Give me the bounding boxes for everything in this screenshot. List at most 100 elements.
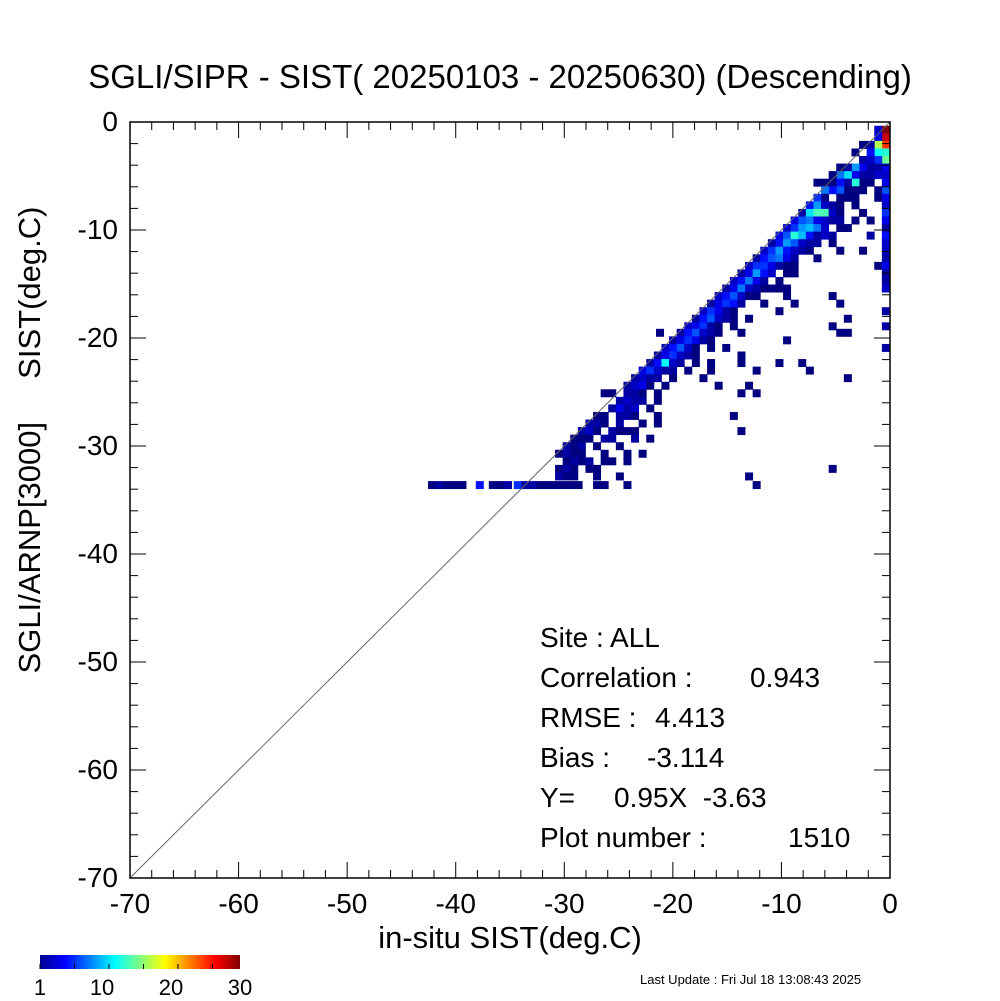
heatmap-cell (707, 299, 716, 308)
heatmap-cell (874, 186, 883, 195)
heatmap-cell (843, 314, 852, 323)
heatmap-cell (881, 125, 890, 134)
heatmap-cell (851, 186, 860, 195)
heatmap-cell (623, 396, 632, 405)
heatmap-cell (783, 231, 792, 240)
heatmap-cell (752, 389, 761, 398)
heatmap-cell (669, 336, 678, 345)
heatmap-cell (881, 163, 890, 172)
heatmap-cell (593, 419, 602, 428)
colorbar-tick-label: 20 (158, 975, 184, 1000)
heatmap-cell (881, 276, 890, 285)
heatmap-cell (790, 224, 799, 233)
heatmap-cell (577, 457, 586, 466)
colorbar (40, 955, 240, 969)
heatmap-cell (615, 411, 624, 420)
heatmap-cell (623, 381, 632, 390)
heatmap-cell (623, 411, 632, 420)
heatmap-cell (866, 163, 875, 172)
heatmap-cell (684, 351, 693, 360)
heatmap-cell (881, 140, 890, 149)
heatmap-cell (577, 442, 586, 451)
heatmap-cell (805, 208, 814, 217)
heatmap-cell (821, 216, 830, 225)
heatmap-cell (790, 261, 799, 270)
heatmap-cell (851, 178, 860, 187)
heatmap-cell (562, 449, 571, 458)
heatmap-cell (623, 389, 632, 398)
heatmap-cell (783, 269, 792, 278)
heatmap-cell (828, 464, 837, 473)
heatmap-cell (729, 307, 738, 316)
heatmap-cell (874, 133, 883, 142)
heatmap-cell (798, 208, 807, 217)
heatmap-cell (851, 216, 860, 225)
heatmap-cell (656, 328, 665, 337)
heatmap-cell (813, 224, 822, 233)
heatmap-cell (798, 246, 807, 255)
heatmap-cell (851, 171, 860, 180)
heatmap-cell (615, 442, 624, 451)
heatmap-cell (699, 307, 708, 316)
heatmap-cell (828, 322, 837, 331)
heatmap-cell (593, 481, 602, 490)
heatmap-cell (866, 171, 875, 180)
heatmap-cell (828, 239, 837, 248)
heatmap-cell (559, 481, 568, 490)
heatmap-cell (805, 366, 814, 375)
heatmap-cells (428, 125, 890, 490)
heatmap-cell (737, 328, 746, 337)
heatmap-cell (874, 156, 883, 164)
heatmap-cell (638, 389, 647, 398)
y-axis-label-variable: SIST(deg.C) (12, 206, 47, 379)
heatmap-cell (707, 366, 716, 375)
heatmap-cell (722, 307, 731, 316)
heatmap-cell (752, 261, 761, 270)
heatmap-cell (798, 216, 807, 225)
heatmap-cell (859, 140, 868, 149)
heatmap-cell (729, 292, 738, 301)
heatmap-cell (729, 322, 738, 331)
heatmap-cell (638, 374, 647, 383)
heatmap-cell (813, 254, 822, 263)
heatmap-cell (714, 328, 723, 337)
colorbar-tick-label: 10 (89, 975, 115, 1000)
stat-site: Site : ALL (540, 622, 660, 653)
heatmap-cell (669, 366, 678, 375)
heatmap-cell (760, 254, 769, 263)
heatmap-cell (699, 328, 708, 337)
heatmap-cell (881, 216, 890, 225)
heatmap-cell (593, 411, 602, 420)
heatmap-cell (737, 284, 746, 293)
heatmap-cell (443, 481, 452, 490)
heatmap-cell (707, 328, 716, 337)
heatmap-cell (843, 163, 852, 172)
stat-fit-label: Y= (540, 782, 576, 813)
heatmap-cell (798, 231, 807, 240)
heatmap-cell (752, 254, 761, 263)
x-tick-label: -30 (544, 888, 585, 919)
heatmap-cell (669, 359, 678, 368)
heatmap-cell (684, 366, 693, 375)
heatmap-cell (836, 186, 845, 195)
heatmap-cell (745, 284, 754, 293)
heatmap-cell (570, 464, 579, 473)
heatmap-cell (821, 186, 830, 195)
heatmap-cell (828, 178, 837, 187)
heatmap-cell (699, 314, 708, 323)
heatmap-cell (714, 292, 723, 301)
heatmap-cell (722, 343, 731, 352)
heatmap-cell (851, 193, 860, 202)
heatmap-cell (874, 148, 883, 157)
heatmap-cell (843, 178, 852, 187)
heatmap-cell (714, 299, 723, 308)
heatmap-cell (714, 322, 723, 331)
heatmap-cell (555, 449, 564, 458)
heatmap-cell (881, 171, 890, 180)
heatmap-cell (775, 307, 784, 316)
heatmap-cell (805, 231, 814, 240)
heatmap-cell (874, 171, 883, 180)
heatmap-cell (631, 389, 640, 398)
heatmap-cell (813, 231, 822, 240)
heatmap-cell (722, 299, 731, 308)
